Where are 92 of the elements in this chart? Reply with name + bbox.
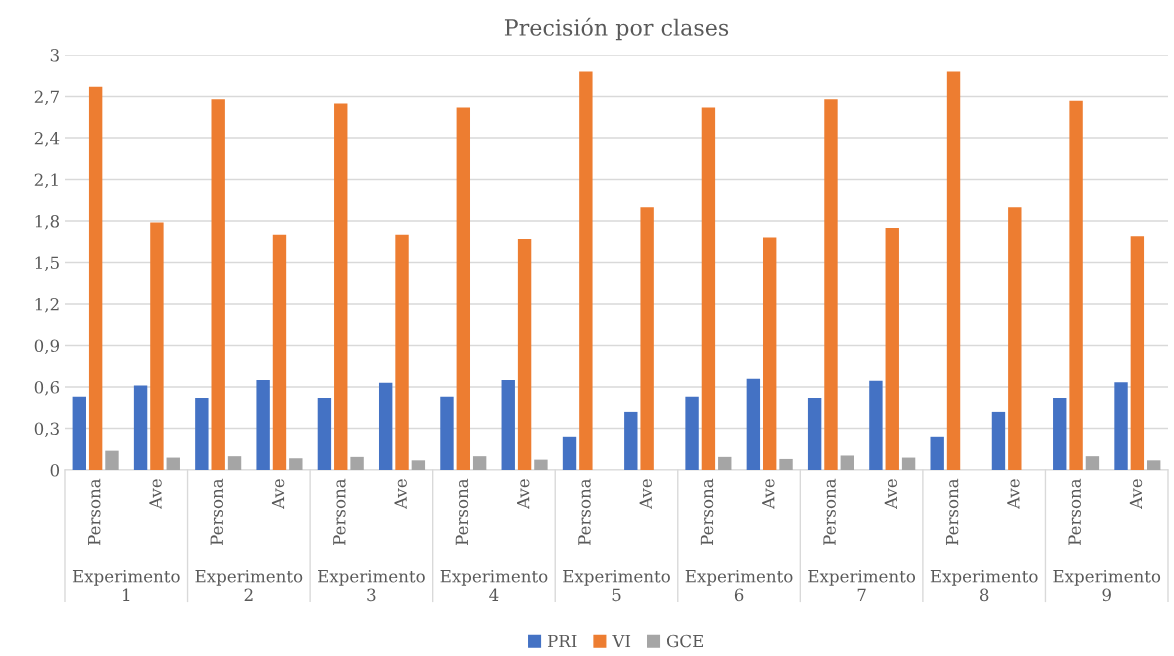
y-tick-label: 0,3 <box>34 422 59 438</box>
chart-title: Precisión por clases <box>504 17 729 41</box>
text: Experimento 3 <box>318 570 425 602</box>
bar <box>991 411 1006 470</box>
bar <box>472 456 487 470</box>
legend-label: PRI <box>547 634 577 648</box>
x-tick-label: Ave <box>1007 479 1020 510</box>
legend-label: VI <box>612 634 631 648</box>
bar <box>256 380 270 470</box>
x-tick-label: Persona <box>578 478 591 545</box>
bar <box>840 455 855 470</box>
x-tick-label: Persona <box>945 478 959 545</box>
text: Experimento 8 <box>930 570 1038 602</box>
text: Experimento 1 <box>72 570 180 601</box>
bar <box>456 107 471 470</box>
bar <box>88 86 103 470</box>
bar <box>1114 382 1128 470</box>
y-tick-label: 0 <box>50 463 60 477</box>
bar <box>166 457 180 470</box>
x-tick-label: Persona <box>700 478 714 545</box>
x-tick-label: Persona <box>455 478 469 545</box>
bar <box>133 385 148 470</box>
bar <box>762 237 777 470</box>
x-tick-label: Ave <box>884 479 898 510</box>
bar <box>195 398 209 470</box>
bar <box>624 411 638 470</box>
x-tick-label: Persona <box>1068 478 1081 545</box>
bar <box>1053 398 1067 470</box>
x-tick-label: Ave <box>149 479 162 510</box>
bar <box>211 99 225 470</box>
text: Experimento 2 <box>195 570 303 601</box>
bar <box>779 458 793 470</box>
x-tick-label: Ave <box>517 479 530 510</box>
bar <box>901 457 916 470</box>
x-tick-label: Ave <box>1129 479 1143 510</box>
bar <box>946 71 961 470</box>
x-tick-label: Persona <box>210 478 224 545</box>
bar <box>701 107 716 470</box>
text: Experimento 9 <box>1053 570 1161 602</box>
y-tick-label: 2,1 <box>34 173 58 189</box>
bar <box>334 103 348 470</box>
bar <box>685 396 699 470</box>
x-tick-label: Persona <box>333 478 346 545</box>
bar <box>517 238 532 470</box>
bar <box>501 380 515 470</box>
y-tick-label: 1,2 <box>35 297 59 313</box>
y-tick-label: 1,8 <box>35 214 60 230</box>
bar <box>395 234 409 470</box>
bar <box>378 382 393 470</box>
y-tick-label: 2,4 <box>34 131 60 147</box>
bar <box>746 378 761 470</box>
bar <box>718 456 732 470</box>
y-tick-label: 2,7 <box>34 90 59 106</box>
bar <box>579 71 593 470</box>
x-tick-label: Ave <box>639 479 652 510</box>
bar <box>1008 207 1022 470</box>
text: Experimento 7 <box>808 570 916 601</box>
text: Experimento 6 <box>685 570 793 602</box>
bar <box>1147 460 1161 470</box>
bar <box>824 99 838 470</box>
bar <box>885 227 899 470</box>
text: Experimento 4 <box>440 570 548 601</box>
bar <box>807 398 822 470</box>
bar <box>869 380 883 470</box>
x-tick-label: Ave <box>394 479 407 510</box>
y-tick-label: 3 <box>50 48 59 62</box>
bar <box>350 456 364 470</box>
bar <box>317 398 332 470</box>
bar <box>411 460 426 470</box>
bar <box>640 207 654 470</box>
legend-label: GCE <box>666 634 703 648</box>
x-tick-label: Persona <box>88 478 101 545</box>
x-tick-label: Ave <box>271 479 285 510</box>
bar <box>534 459 548 470</box>
bar <box>72 396 86 470</box>
bar <box>1069 100 1083 470</box>
bar <box>930 436 944 470</box>
bar <box>105 450 119 470</box>
y-tick-label: 0,6 <box>34 380 60 396</box>
y-tick-label: 1,5 <box>35 256 59 272</box>
bar <box>150 222 164 470</box>
x-tick-label: Persona <box>823 478 836 545</box>
x-tick-label: Ave <box>762 479 775 510</box>
bar <box>289 458 303 470</box>
bar <box>1130 236 1145 470</box>
y-tick-label: 0,9 <box>34 339 60 355</box>
text: Experimento 5 <box>563 570 670 602</box>
bar <box>440 396 454 470</box>
bar <box>227 456 242 470</box>
bar <box>272 234 287 470</box>
bar <box>562 436 577 470</box>
bar <box>1085 456 1100 470</box>
